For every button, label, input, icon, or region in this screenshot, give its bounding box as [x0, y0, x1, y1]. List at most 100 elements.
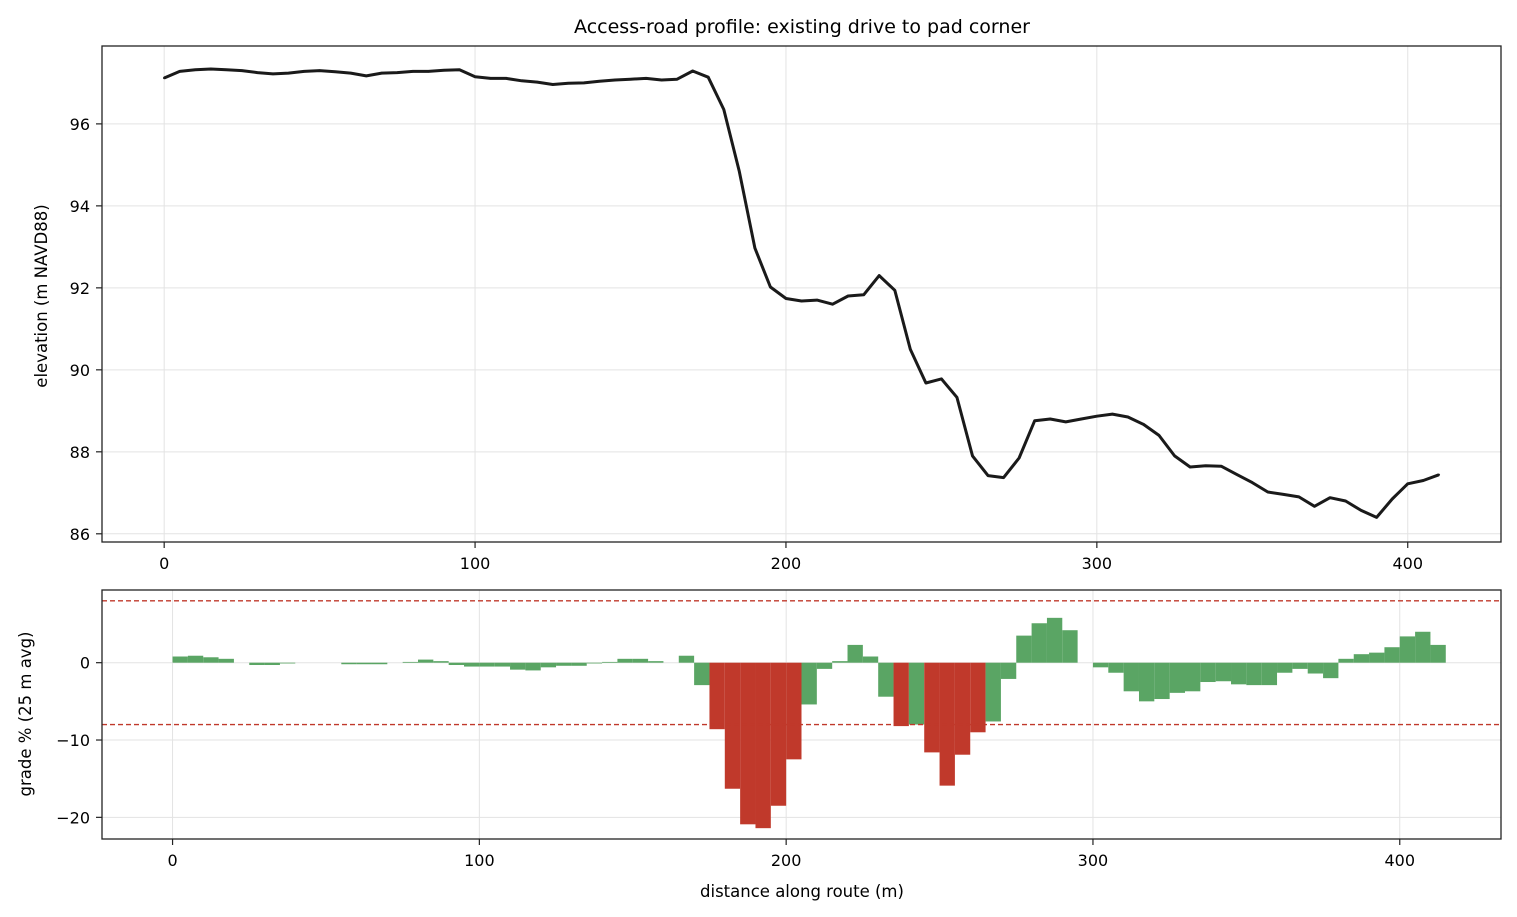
elevation-point: [240, 69, 244, 72]
grade-bar: [1430, 644, 1446, 663]
y-tick-label: −10: [56, 731, 90, 750]
elevation-point: [489, 77, 492, 80]
grade-bar: [1369, 652, 1385, 663]
grade-bar: [479, 662, 495, 667]
elevation-point: [598, 80, 601, 83]
grade-bar: [816, 662, 833, 669]
grade-bar: [371, 662, 388, 665]
elevation-point: [334, 70, 337, 74]
elevation-point: [458, 68, 461, 72]
grade-bar: [341, 662, 357, 665]
x-tick-label: 300: [1078, 851, 1109, 870]
grade-bar: [770, 662, 787, 806]
grade-bar: [832, 661, 848, 663]
grade-bar: [218, 658, 234, 663]
elevation-point: [1017, 456, 1021, 460]
elevation-point: [1344, 499, 1347, 503]
grade-bar: [1092, 662, 1109, 668]
elevation-point: [753, 246, 757, 250]
grade-bar: [464, 662, 480, 667]
grade-bar: [755, 662, 771, 829]
grade-bar: [1200, 662, 1216, 683]
grade-bar: [740, 662, 756, 825]
grade-bar: [1353, 654, 1370, 663]
x-tick-label: 0: [159, 554, 169, 573]
grade-bar: [924, 662, 940, 753]
elevation-point: [194, 68, 197, 72]
elevation-point: [1095, 415, 1099, 418]
elevation-y-axis-label: elevation (m NAVD88): [32, 204, 51, 387]
grade-bar: [1185, 662, 1201, 692]
elevation-point: [1173, 454, 1176, 458]
elevation-point: [1188, 465, 1192, 469]
elevation-point: [1282, 493, 1285, 496]
elevation-point: [1391, 497, 1394, 501]
elevation-point: [380, 71, 383, 75]
elevation-point: [893, 289, 896, 292]
elevation-point: [178, 70, 181, 73]
elevation-ticks: 0 100 200 300 400 86 88 90 92 94 96: [70, 115, 1423, 573]
elevation-point: [318, 69, 321, 72]
y-tick-label: 88: [70, 443, 90, 462]
grade-bar: [1277, 662, 1293, 673]
elevation-plot-frame: [101, 45, 1502, 543]
elevation-point: [1375, 516, 1378, 519]
grade-bar: [1138, 662, 1155, 702]
grade-plot-frame: [101, 589, 1502, 840]
grade-bar: [1323, 662, 1339, 679]
elevation-point: [644, 77, 648, 80]
elevation-point: [971, 454, 974, 458]
elevation-point: [163, 76, 166, 80]
elevation-point: [1111, 412, 1114, 416]
elevation-point: [287, 71, 290, 75]
grade-bar: [556, 662, 572, 666]
grade-bar: [1016, 635, 1032, 663]
elevation-point: [256, 71, 259, 74]
elevation-point: [1002, 476, 1005, 479]
elevation-point: [800, 299, 803, 303]
grade-bar: [1246, 662, 1262, 686]
elevation-point: [302, 70, 306, 73]
grade-ticks: 0 100 200 300 400 −20 −10 0: [56, 654, 1415, 870]
elevation-point: [1251, 481, 1254, 484]
elevation-point: [738, 170, 741, 173]
elevation-point: [1157, 434, 1161, 437]
grade-bar: [1307, 662, 1324, 674]
grade-x-axis-label: distance along route (m): [700, 882, 904, 901]
elevation-point: [660, 78, 663, 82]
grade-bar: [970, 662, 986, 733]
grade-bar: [1108, 662, 1124, 673]
grade-bar: [187, 655, 204, 663]
elevation-point: [505, 77, 508, 80]
elevation-point: [1220, 465, 1223, 468]
elevation-point: [707, 76, 710, 79]
elevation-point: [1049, 417, 1052, 421]
grade-bar: [1031, 623, 1047, 663]
grade-limit-lines: [102, 600, 1501, 726]
grade-bar: [724, 662, 741, 789]
x-tick-label: 300: [1082, 554, 1113, 573]
grade-bar: [1123, 662, 1139, 692]
elevation-point: [1142, 423, 1145, 426]
grade-bar: [172, 656, 188, 663]
grade-bar: [908, 662, 925, 725]
grade-bar: [249, 662, 265, 666]
grade-bar: [418, 659, 434, 663]
elevation-point: [1266, 490, 1270, 494]
elevation-point: [846, 294, 850, 298]
elevation-point: [411, 70, 415, 73]
grade-bar: [1231, 662, 1247, 685]
grade-bar: [1399, 636, 1416, 663]
elevation-point: [536, 80, 539, 84]
grade-bar: [602, 661, 618, 663]
elevation-point: [722, 108, 725, 111]
grade-bar: [510, 662, 526, 670]
grade-panel: 0 100 200 300 400−20−100 grade % (25 m avg) …: [16, 589, 1502, 901]
elevation-point: [1437, 473, 1441, 476]
y-tick-label: 90: [70, 361, 90, 380]
grade-bar: [939, 662, 955, 786]
x-tick-label: 100: [464, 851, 495, 870]
elevation-point: [1033, 419, 1036, 422]
grade-bar: [1046, 617, 1063, 663]
elevation-point: [862, 293, 865, 296]
